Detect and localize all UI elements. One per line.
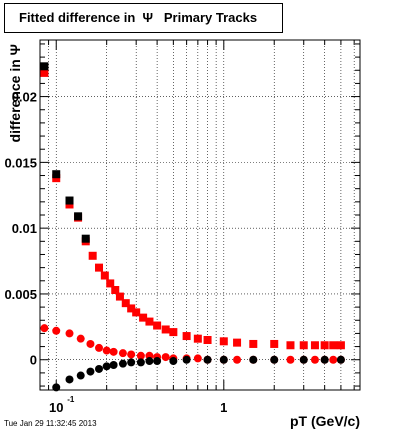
data-point-circle: [109, 361, 118, 369]
data-point-square: [40, 62, 49, 71]
data-point-circle: [136, 351, 145, 360]
data-point-square: [145, 317, 154, 326]
data-point-square: [203, 336, 212, 344]
data-point-circle: [203, 355, 212, 364]
data-point-circle: [95, 364, 104, 373]
data-point-circle: [52, 383, 61, 392]
data-point-square: [169, 328, 178, 337]
data-point-circle: [136, 358, 145, 367]
data-point-circle: [86, 367, 95, 376]
data-point-square: [233, 338, 242, 347]
data-point-circle: [76, 334, 85, 343]
data-point-square: [121, 299, 130, 308]
y-tick-label: 0.01: [12, 221, 37, 236]
axis-labels: 0 0.005 0.01 0.015 0.02 10 -1 1 pT (GeV/c) differ…: [4, 44, 360, 429]
data-point-circle: [153, 357, 162, 366]
data-point-circle: [65, 329, 74, 338]
data-point-square: [193, 334, 202, 343]
data-point-square: [40, 68, 49, 77]
x-tick-label: 10: [49, 400, 63, 415]
data-point-square: [139, 313, 148, 322]
data-point-square: [52, 170, 61, 179]
data-point-square: [249, 339, 258, 348]
data-point-square: [270, 339, 279, 348]
data-point-circle: [109, 347, 118, 356]
data-point-square: [286, 341, 295, 350]
data-point-circle: [336, 355, 345, 364]
data-point-circle: [219, 355, 228, 364]
data-point-square: [310, 341, 319, 350]
data-point-circle: [270, 355, 279, 364]
data-point-square: [95, 263, 104, 272]
data-point-circle: [161, 353, 170, 362]
data-point-circle: [329, 355, 338, 364]
data-point-square: [320, 341, 329, 350]
data-point-circle: [145, 357, 154, 366]
data-point-circle: [102, 346, 111, 355]
data-point-circle: [86, 339, 95, 348]
data-point-square: [88, 251, 97, 260]
data-point-square: [65, 196, 74, 205]
data-point-square: [115, 292, 124, 301]
data-point-circle: [169, 357, 178, 366]
data-point-circle: [118, 359, 127, 368]
data-point-circle: [127, 358, 136, 367]
chart-title: Fitted difference in Ψ Primary Tracks: [4, 3, 283, 33]
y-tick-label: 0.015: [4, 155, 37, 170]
data-point-circle: [233, 355, 242, 364]
data-point-square: [182, 332, 191, 341]
data-point-circle: [193, 354, 202, 363]
data-point-circle: [127, 350, 136, 359]
data-point-circle: [286, 355, 295, 364]
x-axis-label: pT (GeV/c): [290, 413, 360, 429]
data-point-square: [81, 234, 90, 243]
x-tick-label: 1: [220, 400, 227, 415]
y-tick-label: 0: [30, 353, 37, 368]
data-point-square: [219, 337, 228, 346]
data-point-circle: [76, 371, 85, 380]
data-point-circle: [320, 355, 329, 364]
data-point-circle: [182, 355, 191, 364]
data-point-circle: [102, 362, 111, 371]
data-point-square: [74, 212, 83, 221]
y-axis-label: difference in Ψ: [7, 44, 23, 142]
data-point-square: [161, 325, 170, 334]
data-point-square: [336, 341, 345, 350]
data-point-circle: [310, 355, 319, 364]
data-point-square: [106, 279, 115, 288]
timestamp: Tue Jan 29 11:32:45 2013: [4, 419, 97, 428]
data-point-square: [111, 286, 120, 294]
data-point-circle: [118, 349, 127, 358]
data-point-square: [299, 341, 308, 350]
data-point-circle: [299, 355, 308, 364]
data-point-circle: [95, 343, 104, 352]
data-point-square: [100, 271, 109, 280]
data-point-circle: [249, 355, 258, 364]
data-point-square: [127, 304, 136, 313]
x-tick-label-exponent: -1: [67, 395, 75, 404]
data-markers: [40, 62, 345, 392]
data-point-circle: [65, 375, 74, 384]
y-tick-label: 0.005: [4, 287, 37, 302]
data-point-circle: [40, 324, 49, 333]
y-tick-label: 0.02: [12, 90, 37, 105]
data-point-square: [153, 321, 162, 330]
data-point-circle: [52, 326, 61, 335]
data-point-square: [329, 341, 338, 350]
data-point-square: [132, 308, 141, 317]
